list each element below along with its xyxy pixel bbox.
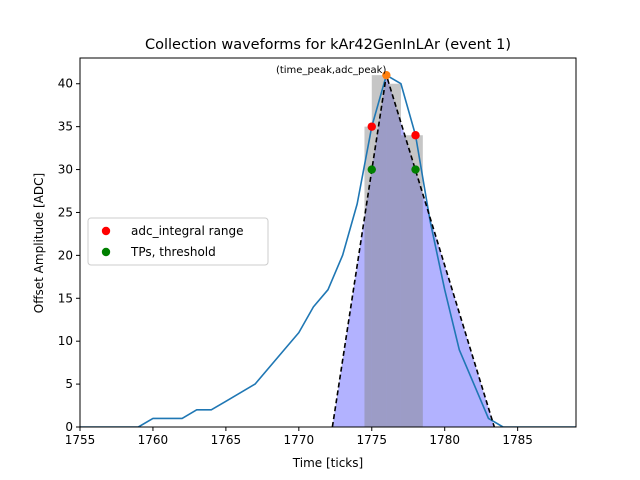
tp-threshold-point — [411, 165, 420, 174]
peak-point — [382, 70, 391, 80]
tp-bar — [400, 135, 416, 427]
y-tick-label: 15 — [58, 291, 73, 305]
y-tick-label: 5 — [65, 377, 73, 391]
plot-frame — [79, 57, 577, 428]
peak-annotation: (time_peak,adc_peak) — [276, 65, 386, 76]
adc-integral-point — [411, 131, 420, 140]
x-tick-label: 1780 — [429, 433, 460, 447]
x-axis-label: Time [ticks] — [292, 456, 363, 470]
y-tick-label: 40 — [58, 77, 73, 91]
legend: adc_integral range TPs, threshold — [87, 217, 269, 266]
y-axis-label: Offset Amplitude [ADC] — [32, 173, 46, 313]
tp-bar — [364, 126, 372, 427]
y-tick-label: 20 — [58, 248, 73, 262]
plot-area — [80, 70, 576, 427]
y-tick-label: 35 — [58, 120, 73, 134]
x-tick-label: 1760 — [138, 433, 169, 447]
y-tick-label: 10 — [58, 334, 73, 348]
y-tick-label: 0 — [65, 420, 73, 434]
tp-bar — [415, 135, 423, 427]
legend-label: TPs, threshold — [130, 245, 216, 259]
x-tick-label: 1775 — [356, 433, 387, 447]
legend-marker — [101, 247, 111, 257]
axes: (time_peak,adc_peak) 1755 1760 1765 1770 1775… — [58, 57, 577, 447]
y-tick-label: 30 — [58, 163, 73, 177]
legend-marker — [101, 226, 111, 236]
x-tick-label: 1755 — [65, 433, 96, 447]
x-tick-label: 1785 — [502, 433, 533, 447]
legend-label: adc_integral range — [131, 224, 244, 238]
legend-box — [87, 217, 269, 266]
tp-bar — [386, 83, 401, 427]
tp-bar — [371, 75, 387, 427]
x-tick-label: 1765 — [211, 433, 242, 447]
tp-threshold-point — [367, 165, 376, 174]
y-tick-label: 25 — [58, 205, 73, 219]
x-tick-label: 1770 — [284, 433, 315, 447]
adc-integral-point — [367, 122, 376, 131]
chart-title: Collection waveforms for kAr42GenInLAr (… — [145, 37, 511, 53]
waveform-line — [80, 74, 576, 427]
